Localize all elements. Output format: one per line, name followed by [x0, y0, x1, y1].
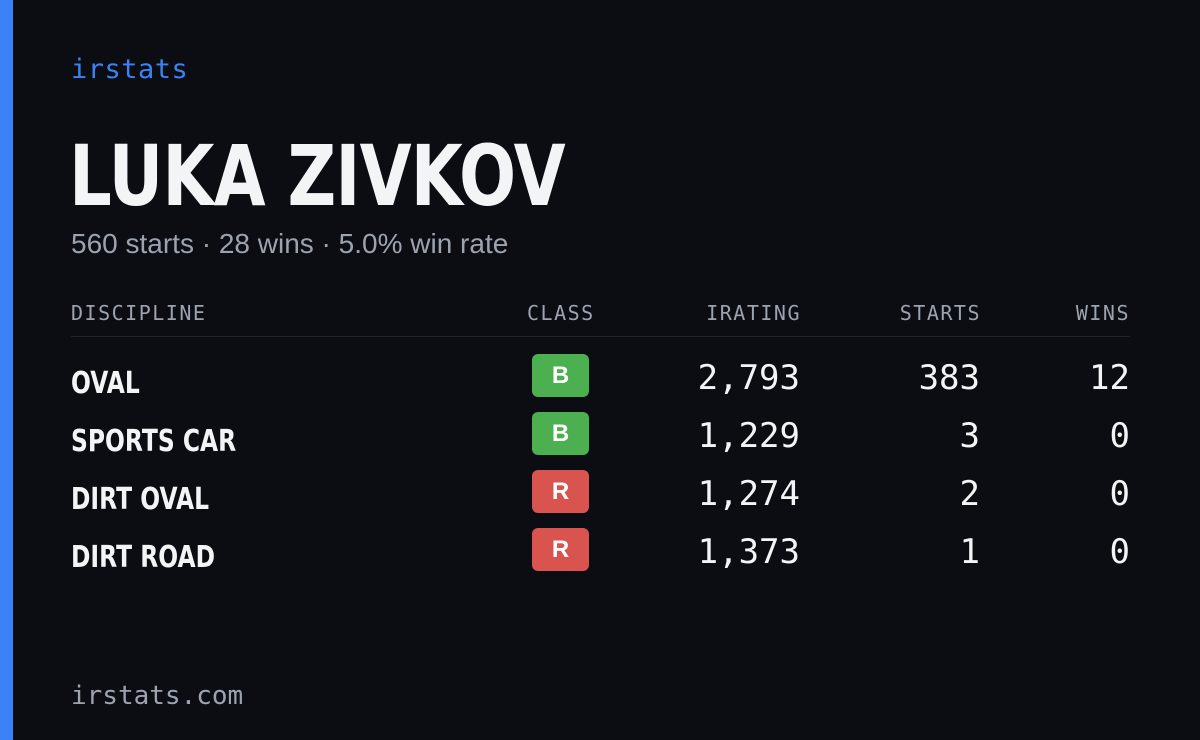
driver-summary: 560 starts · 28 wins · 5.0% win rate: [71, 228, 509, 259]
irating-value: 1,373: [697, 532, 800, 572]
table-row: OVAL B 2,793 383 12: [71, 354, 1130, 412]
wins-value: 0: [1109, 416, 1130, 456]
table-row: SPORTS CAR B 1,229 3 0: [71, 412, 1130, 470]
header-wins: WINS: [1075, 301, 1130, 325]
starts-value: 1: [959, 532, 980, 572]
table-body: OVAL B 2,793 383 12 SPORTS CAR B 1,229 3…: [71, 354, 1130, 586]
irating-value: 2,793: [697, 358, 800, 398]
discipline-name: SPORTS CAR: [71, 424, 237, 459]
table-row: DIRT ROAD R 1,373 1 0: [71, 528, 1130, 586]
accent-bar: [0, 0, 13, 740]
discipline-name: DIRT ROAD: [71, 540, 216, 575]
starts-value: 383: [918, 358, 980, 398]
wins-value: 0: [1109, 532, 1130, 572]
table-header: DISCIPLINE CLASS IRATING STARTS WINS: [71, 300, 1130, 337]
starts-value: 2: [959, 474, 980, 514]
header-discipline: DISCIPLINE: [71, 301, 207, 325]
driver-name: LUKA ZIVKOV: [69, 127, 566, 225]
class-badge: R: [532, 470, 589, 513]
class-badge: B: [532, 354, 589, 397]
class-badge: B: [532, 412, 589, 455]
discipline-name: OVAL: [71, 366, 140, 401]
class-badge: R: [532, 528, 589, 571]
starts-value: 3: [959, 416, 980, 456]
brand-logo-text: irstats: [71, 54, 189, 85]
header-irating: IRATING: [706, 301, 801, 325]
irating-value: 1,229: [697, 416, 800, 456]
wins-value: 12: [1089, 358, 1130, 398]
discipline-stats-table: DISCIPLINE CLASS IRATING STARTS WINS OVA…: [71, 300, 1130, 586]
discipline-name: DIRT OVAL: [71, 482, 210, 517]
header-starts: STARTS: [899, 301, 981, 325]
footer-url: irstats.com: [71, 681, 244, 711]
wins-value: 0: [1109, 474, 1130, 514]
header-class: CLASS: [527, 301, 595, 325]
table-row: DIRT OVAL R 1,274 2 0: [71, 470, 1130, 528]
irating-value: 1,274: [697, 474, 800, 514]
